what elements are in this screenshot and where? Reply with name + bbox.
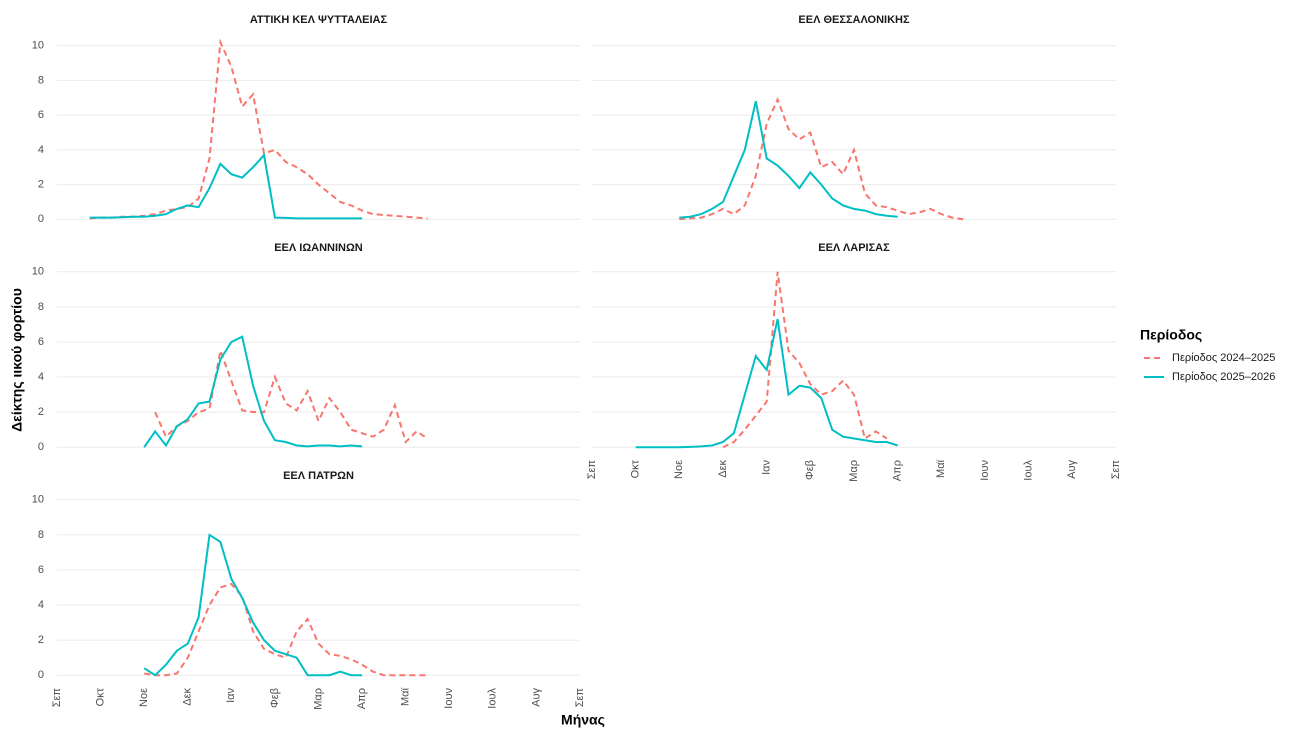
- x-tick-label: Σεπ: [51, 688, 63, 708]
- series-line: [143, 335, 363, 448]
- x-tick-label: Ιουλ: [487, 688, 499, 709]
- y-tick-label: 8: [38, 301, 44, 313]
- series-line: [89, 152, 363, 220]
- series-line: [679, 100, 898, 219]
- panel-title: ΕΕΛ ΠΑΤΡΩΝ: [283, 470, 354, 482]
- x-tick-label: Οκτ: [94, 687, 106, 706]
- x-tick-label: Μαϊ: [400, 687, 412, 706]
- x-tick-label: Αυγ: [1066, 460, 1078, 479]
- series-line: [89, 38, 428, 220]
- x-tick-label: Σεπ: [1110, 460, 1122, 480]
- y-tick-label: 6: [38, 109, 44, 121]
- series-line: [144, 582, 428, 677]
- x-tick-label: Σεπ: [586, 460, 598, 480]
- y-tick-label: 0: [38, 213, 44, 225]
- x-tick-label: Νοε: [138, 688, 150, 707]
- x-tick-label: Αυγ: [530, 688, 542, 707]
- x-tick-label: Ιαν: [225, 688, 237, 703]
- panel-title: ΑΤΤΙΚΗ ΚΕΛ ΨΥΤΤΑΛΕΙΑΣ: [250, 14, 388, 26]
- y-axis-title: Δείκτης ιικού φορτίου: [9, 288, 25, 432]
- y-tick-label: 0: [38, 669, 44, 681]
- legend-title: Περίοδος: [1140, 327, 1202, 343]
- y-tick-label: 8: [38, 529, 44, 541]
- x-tick-label: Μαρ: [848, 460, 860, 482]
- y-tick-label: 2: [38, 634, 44, 646]
- series-line: [635, 318, 899, 449]
- legend-label: Περίοδος 2024–2025: [1172, 352, 1275, 364]
- x-tick-label: Ιουν: [979, 460, 991, 481]
- panel-title: ΕΕΛ ΛΑΡΙΣΑΣ: [818, 242, 890, 254]
- x-axis-title: Μήνας: [561, 712, 605, 728]
- x-tick-label: Ιαν: [761, 460, 773, 475]
- x-tick-label: Μαϊ: [935, 459, 947, 478]
- y-tick-label: 10: [32, 494, 44, 506]
- y-tick-label: 8: [38, 74, 44, 86]
- x-tick-label: Απρ: [892, 460, 904, 481]
- series-line: [143, 533, 363, 677]
- y-tick-label: 4: [38, 599, 44, 611]
- series-line: [154, 346, 429, 444]
- y-tick-label: 4: [38, 144, 44, 156]
- series-line: [722, 271, 888, 449]
- y-tick-label: 6: [38, 336, 44, 348]
- x-tick-label: Δεκ: [717, 460, 729, 478]
- x-tick-label: Ιουλ: [1023, 460, 1035, 481]
- x-tick-label: Απρ: [356, 688, 368, 709]
- x-tick-label: Φεβ: [269, 688, 281, 708]
- y-tick-label: 4: [38, 371, 44, 383]
- series-line: [679, 96, 964, 221]
- y-tick-label: 2: [38, 406, 44, 418]
- x-tick-label: Οκτ: [630, 459, 642, 478]
- x-tick-label: Μαρ: [312, 688, 324, 710]
- x-tick-label: Δεκ: [182, 688, 194, 706]
- y-tick-label: 2: [38, 178, 44, 190]
- x-tick-label: Φεβ: [804, 460, 816, 480]
- x-tick-label: Σεπ: [574, 688, 586, 708]
- panel-title: ΕΕΛ ΙΩΑΝΝΙΝΩΝ: [274, 242, 363, 254]
- panel-title: ΕΕΛ ΘΕΣΣΑΛΟΝΙΚΗΣ: [798, 14, 910, 26]
- x-tick-label: Νοε: [673, 460, 685, 479]
- y-tick-label: 10: [32, 40, 44, 52]
- y-tick-label: 6: [38, 564, 44, 576]
- y-tick-label: 0: [38, 441, 44, 453]
- y-tick-label: 10: [32, 266, 44, 278]
- x-tick-label: Ιουν: [443, 688, 455, 709]
- legend-label: Περίοδος 2025–2026: [1172, 371, 1275, 383]
